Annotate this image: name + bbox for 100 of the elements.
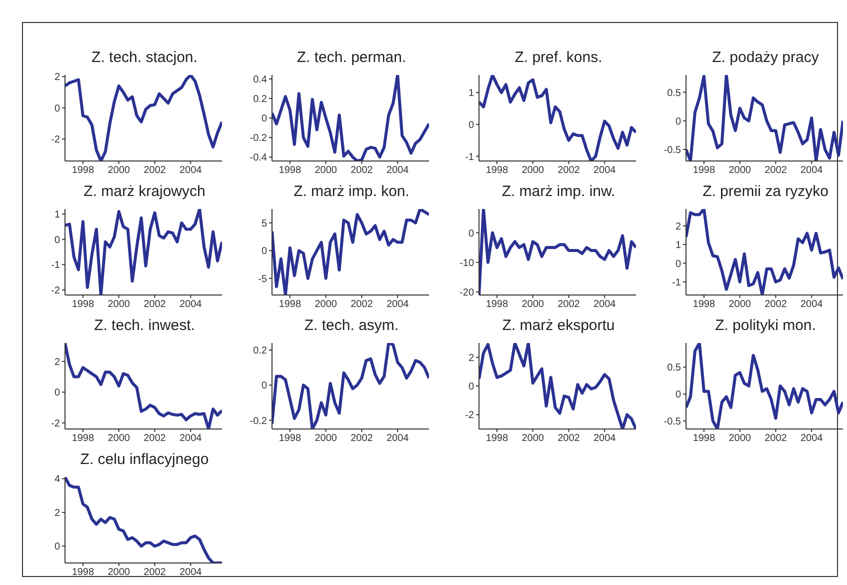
- chart-title: Z. podaży pracy: [711, 49, 820, 68]
- x-tick-label: 2000: [522, 433, 544, 444]
- y-tick-label: 0.2: [253, 346, 268, 357]
- line-series: [686, 75, 843, 161]
- line-series: [479, 209, 636, 295]
- chart-title: Z. tech. inwest.: [93, 317, 196, 336]
- y-tick-label: 0: [54, 542, 60, 553]
- y-tick-label: 1: [54, 210, 60, 221]
- x-tick-label: 2000: [108, 433, 130, 444]
- chart-title: Z. tech. stacjon.: [90, 49, 198, 68]
- x-tick-label: 2000: [108, 165, 130, 176]
- line-series: [272, 343, 429, 429]
- x-tick-label: 2004: [179, 165, 202, 176]
- line-series: [479, 75, 636, 161]
- y-tick-label: 0: [54, 103, 60, 114]
- y-tick-label: -2: [51, 285, 60, 296]
- x-tick-label: 2004: [800, 299, 824, 310]
- x-tick-label: 1998: [692, 433, 716, 444]
- y-tick-label: 4: [54, 474, 60, 486]
- x-tick-label: 2002: [350, 433, 374, 444]
- x-tick-label: 2004: [800, 165, 824, 176]
- line-series: [65, 209, 222, 295]
- x-tick-label: 2002: [558, 433, 580, 444]
- y-tick-label: -1: [465, 152, 474, 163]
- y-tick-label: 2: [675, 221, 682, 232]
- y-tick-label: 0: [675, 258, 682, 270]
- y-tick-label: 0: [54, 234, 60, 246]
- line-series: [65, 477, 222, 563]
- x-tick-label: 2000: [108, 567, 130, 578]
- line-series: [479, 343, 636, 429]
- line-series: [686, 343, 843, 429]
- y-tick-label: 1: [675, 240, 682, 252]
- x-tick-label: 2002: [144, 165, 166, 176]
- x-tick-label: 1998: [486, 433, 508, 444]
- x-tick-label: 2000: [728, 165, 752, 176]
- y-tick-label: 0: [468, 120, 474, 131]
- y-tick-label: -0.5: [664, 416, 682, 428]
- chart-title: Z. marż krajowych: [82, 183, 206, 202]
- x-tick-label: 2004: [800, 433, 824, 444]
- chart-title: Z. polityki mon.: [714, 317, 817, 336]
- y-tick-label: 1: [468, 88, 474, 100]
- y-tick-label: -20: [460, 288, 474, 299]
- x-tick-label: 1998: [692, 165, 716, 176]
- x-tick-label: 1998: [278, 299, 302, 310]
- x-tick-label: 2002: [764, 433, 788, 444]
- y-tick-label: 2: [54, 508, 60, 519]
- x-tick-label: 2004: [386, 299, 410, 310]
- y-tick-label: -10: [460, 258, 474, 269]
- y-tick-label: 0: [468, 382, 474, 393]
- y-tick-label: -0.5: [664, 145, 682, 156]
- y-tick-label: 2: [54, 356, 60, 368]
- chart-title: Z. marż imp. inw.: [500, 183, 616, 202]
- x-tick-label: 2000: [522, 299, 544, 310]
- y-tick-label: 2: [468, 352, 474, 364]
- line-series: [65, 343, 222, 429]
- x-tick-label: 2000: [728, 299, 752, 310]
- x-tick-label: 2002: [144, 567, 166, 578]
- y-tick-label: -1: [672, 277, 682, 288]
- x-tick-label: 2002: [144, 433, 166, 444]
- x-tick-label: 2002: [558, 299, 580, 310]
- line-series: [272, 209, 429, 295]
- x-tick-label: 2004: [593, 165, 616, 176]
- y-tick-label: 5: [261, 218, 268, 230]
- x-tick-label: 2004: [593, 433, 616, 444]
- x-tick-label: 2000: [314, 299, 338, 310]
- y-tick-label: -0.2: [250, 133, 268, 144]
- x-tick-label: 2004: [386, 165, 410, 176]
- x-tick-label: 1998: [692, 299, 716, 310]
- y-tick-label: -2: [465, 410, 474, 422]
- y-tick-label: 0.5: [667, 362, 682, 374]
- y-tick-label: 0: [468, 228, 474, 240]
- y-tick-label: 2: [54, 72, 60, 84]
- x-tick-label: 2002: [144, 299, 166, 310]
- y-tick-label: 0.5: [667, 88, 682, 99]
- x-tick-label: 2004: [386, 433, 410, 444]
- x-tick-label: 2004: [179, 299, 202, 310]
- chart-title: Z. celu inflacyjnego: [79, 451, 210, 470]
- y-tick-label: -2: [51, 418, 60, 430]
- chart-title: Z. pref. kons.: [514, 49, 604, 68]
- y-tick-label: -5: [258, 274, 268, 285]
- x-tick-label: 2000: [108, 299, 130, 310]
- line-series: [272, 75, 429, 161]
- x-tick-label: 1998: [72, 433, 94, 444]
- x-tick-label: 2002: [764, 165, 788, 176]
- y-tick-label: 0.4: [253, 74, 268, 86]
- y-tick-label: 0: [675, 116, 682, 128]
- y-tick-label: 0: [675, 390, 682, 401]
- chart-title: Z. tech. asym.: [303, 317, 400, 336]
- x-tick-label: 1998: [486, 299, 508, 310]
- y-tick-label: -1: [51, 260, 60, 272]
- line-series: [686, 209, 843, 295]
- y-tick-label: 0: [261, 246, 268, 258]
- chart-title: Z. premii za ryzyko: [702, 183, 830, 202]
- x-tick-label: 2002: [764, 299, 788, 310]
- x-tick-label: 2000: [522, 165, 544, 176]
- x-tick-label: 1998: [72, 165, 94, 176]
- y-tick-label: 0.2: [253, 94, 268, 106]
- chart-title: Z. marż imp. kon.: [292, 183, 410, 202]
- x-tick-label: 1998: [278, 165, 302, 176]
- x-tick-label: 1998: [72, 299, 94, 310]
